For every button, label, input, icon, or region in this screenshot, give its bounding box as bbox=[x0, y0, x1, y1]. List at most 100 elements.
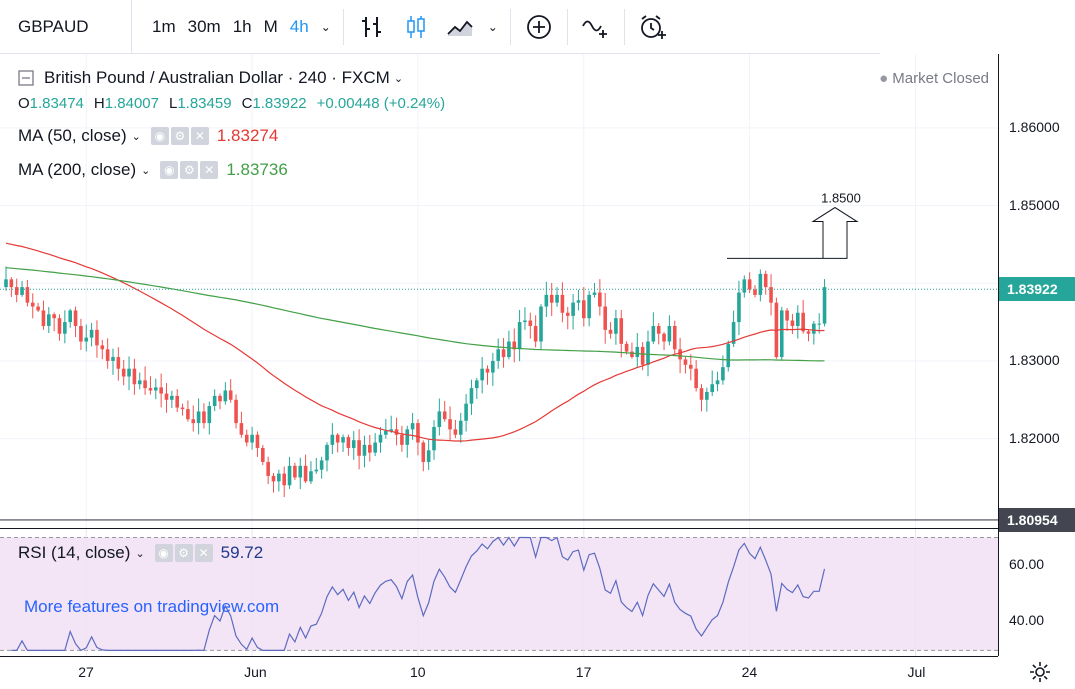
candle-body bbox=[25, 287, 30, 303]
candle-down bbox=[528, 312, 533, 339]
rsi-settings-gear-icon[interactable]: ⚙ bbox=[174, 544, 193, 562]
rsi-label[interactable]: RSI (14, close) bbox=[18, 543, 131, 562]
target-arrow bbox=[727, 206, 859, 259]
candle-down bbox=[180, 403, 185, 416]
candle-body bbox=[277, 473, 281, 482]
candle-body bbox=[111, 357, 115, 361]
alert-clock-icon[interactable] bbox=[631, 0, 675, 54]
ma50-line bbox=[5, 242, 825, 442]
candle-up bbox=[742, 275, 747, 298]
candle-body bbox=[699, 388, 704, 400]
ma50-remove-close-icon[interactable]: ✕ bbox=[190, 127, 209, 145]
candle-body bbox=[603, 306, 607, 330]
candle-down bbox=[501, 338, 506, 368]
candle-body bbox=[196, 411, 201, 424]
close-label: C bbox=[241, 95, 253, 112]
candle-body bbox=[212, 395, 217, 407]
ma200-chevron-icon[interactable]: ⌄ bbox=[141, 164, 151, 177]
candle-down bbox=[121, 359, 126, 386]
compare-symbol-icon[interactable] bbox=[574, 0, 618, 54]
candle-up bbox=[726, 340, 731, 372]
ma50-label[interactable]: MA (50, close) bbox=[18, 126, 127, 145]
chart-style-dropdown-chevron-icon[interactable]: ⌄ bbox=[487, 19, 498, 34]
ma50-settings-gear-icon[interactable]: ⚙ bbox=[170, 127, 189, 145]
price-axis[interactable]: 1.860001.850001.840001.830001.8200060.00… bbox=[998, 54, 1075, 656]
price-tick-label: 1.83000 bbox=[1009, 351, 1060, 368]
candle-up bbox=[111, 348, 115, 375]
price-chart[interactable]: 1.8500 bbox=[0, 54, 998, 528]
candle-body bbox=[410, 423, 415, 430]
candle-body bbox=[507, 341, 511, 358]
add-indicator-icon[interactable] bbox=[517, 0, 561, 54]
candle-body bbox=[426, 450, 431, 462]
candle-down bbox=[608, 322, 613, 339]
rsi-visibility-eye-icon[interactable]: ◉ bbox=[154, 544, 173, 562]
candle-up bbox=[89, 322, 94, 347]
candle-up bbox=[779, 306, 784, 360]
candle-down bbox=[582, 287, 586, 327]
tradingview-watermark-link[interactable]: More features on tradingview.com bbox=[24, 597, 280, 616]
rsi-chevron-icon[interactable]: ⌄ bbox=[135, 547, 145, 560]
candle-body bbox=[314, 469, 319, 472]
candle-down bbox=[148, 376, 153, 395]
candle-down bbox=[335, 432, 340, 453]
market-status-label: Market Closed bbox=[892, 70, 989, 87]
ma200-value: 1.83736 bbox=[226, 160, 288, 179]
collapse-legend-icon[interactable] bbox=[18, 70, 34, 86]
rsi-remove-close-icon[interactable]: ✕ bbox=[194, 544, 213, 562]
candle-body bbox=[148, 388, 153, 391]
candle-body bbox=[68, 310, 72, 323]
candle-up bbox=[496, 338, 500, 369]
candle-up bbox=[517, 309, 522, 362]
candle-body bbox=[20, 287, 24, 295]
candle-body bbox=[737, 292, 741, 323]
symbol-title-chevron-icon[interactable]: ⌄ bbox=[393, 72, 404, 85]
change-value: +0.00448 (+0.24%) bbox=[316, 95, 446, 112]
candle-body bbox=[742, 279, 747, 293]
candle-body bbox=[303, 465, 308, 482]
interval-1h-button[interactable]: 1h bbox=[232, 16, 252, 36]
candle-body bbox=[624, 343, 629, 352]
rsi-legend: RSI (14, close) ⌄ ◉ ⚙ ✕ 59.72 bbox=[18, 543, 263, 563]
ma200-remove-close-icon[interactable]: ✕ bbox=[200, 161, 219, 179]
ma200-visibility-eye-icon[interactable]: ◉ bbox=[160, 161, 179, 179]
candle-body bbox=[587, 294, 591, 319]
candle-body bbox=[555, 294, 559, 303]
interval-30m-button[interactable]: 30m bbox=[187, 16, 221, 36]
candle-body bbox=[796, 312, 800, 326]
candle-body bbox=[683, 359, 688, 365]
interval-monthly-button[interactable]: M bbox=[263, 16, 278, 36]
area-style-icon[interactable] bbox=[438, 0, 482, 54]
ma200-settings-gear-icon[interactable]: ⚙ bbox=[180, 161, 199, 179]
candle-body bbox=[437, 411, 442, 427]
candle-body bbox=[207, 406, 212, 424]
time-tick-label: 17 bbox=[575, 664, 592, 680]
candle-body bbox=[271, 475, 276, 482]
bar-style-icon[interactable] bbox=[350, 0, 394, 54]
candle-down bbox=[619, 310, 624, 358]
interval-1m-button[interactable]: 1m bbox=[152, 16, 176, 36]
candle-down bbox=[368, 434, 372, 462]
interval-dropdown-chevron-icon[interactable]: ⌄ bbox=[320, 19, 331, 34]
symbol-title[interactable]: British Pound / Australian Dollar · 240 … bbox=[44, 68, 390, 87]
close-value: 1.83922 bbox=[252, 95, 307, 112]
candle-body bbox=[705, 392, 709, 400]
candle-body bbox=[656, 325, 661, 334]
price-tick-label: 1.85000 bbox=[1009, 196, 1060, 213]
ma200-label[interactable]: MA (200, close) bbox=[18, 160, 137, 179]
ma50-visibility-eye-icon[interactable]: ◉ bbox=[150, 127, 169, 145]
interval-4h-button[interactable]: 4h bbox=[289, 16, 309, 36]
time-axis[interactable]: 27 Jun 10 17 24 Jul bbox=[0, 656, 998, 689]
candle-up bbox=[544, 281, 549, 318]
candle-up bbox=[555, 287, 559, 307]
ma50-chevron-icon[interactable]: ⌄ bbox=[131, 130, 141, 143]
candle-body bbox=[790, 320, 795, 326]
price-pane[interactable]: 1.8500 bbox=[0, 54, 998, 528]
symbol-search-button[interactable]: GBPAUD bbox=[0, 0, 132, 54]
candle-up bbox=[47, 307, 51, 334]
candle-body bbox=[63, 322, 67, 334]
chart-settings-gear-icon[interactable] bbox=[1026, 658, 1054, 686]
candle-down bbox=[769, 274, 773, 316]
candle-body bbox=[549, 294, 554, 303]
candle-style-icon[interactable] bbox=[394, 0, 438, 54]
